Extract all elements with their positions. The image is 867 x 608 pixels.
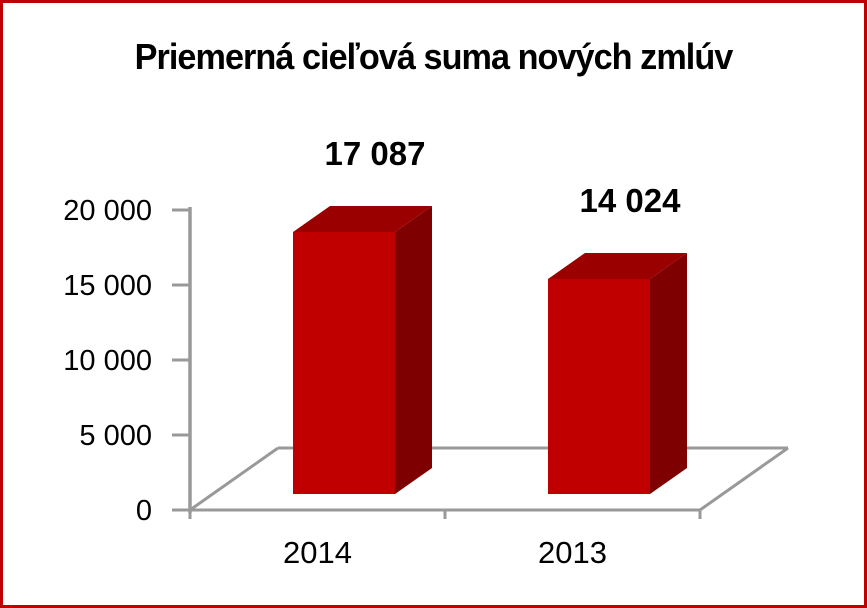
y-axis-tick-label: 15 000: [63, 270, 152, 302]
y-axis-tick-label: 0: [136, 495, 152, 527]
bar-data-label: 17 087: [325, 135, 426, 172]
y-axis-tick-label: 10 000: [63, 345, 152, 377]
y-axis-tick-label: 5 000: [79, 420, 152, 452]
bar-side-face: [650, 252, 687, 494]
category-label: 2013: [538, 535, 607, 570]
bar-front-face: [293, 231, 395, 494]
floor-left-edge: [189, 446, 279, 512]
bar-top-face: [548, 252, 687, 279]
y-axis-tick-label: 20 000: [63, 195, 152, 227]
category-label: 2014: [283, 535, 352, 570]
bar-side-face: [395, 205, 432, 494]
bar-front-face: [548, 278, 650, 494]
floor-right-edge: [699, 446, 789, 512]
bar-top-face: [293, 205, 432, 232]
bar-data-label: 14 024: [580, 182, 682, 219]
chart-title: Priemerná cieľová suma nových zmlúv: [134, 36, 734, 77]
bar-chart-3d: 0 5 000 10 000 15 000 20 000 17 087 2014 14 024…: [63, 135, 789, 570]
